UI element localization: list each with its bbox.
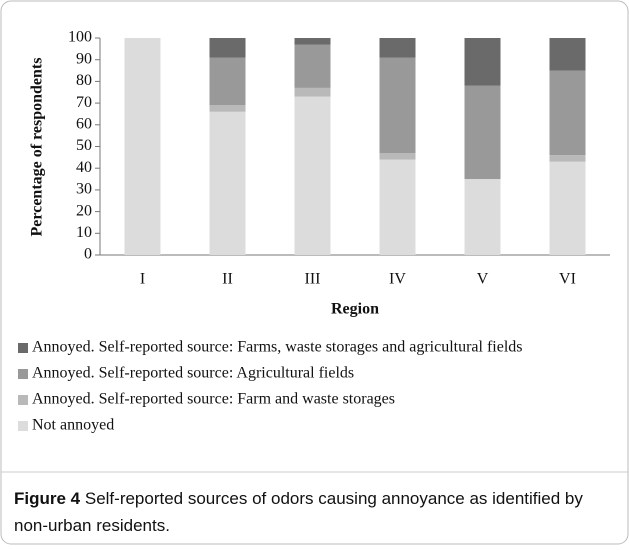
bar-segment	[294, 44, 331, 88]
y-tick-label: 80	[76, 72, 92, 89]
x-axis-title: Region	[331, 301, 379, 318]
bar-segment	[209, 38, 246, 58]
y-tick-label: 0	[84, 246, 92, 263]
x-tick-label: IV	[389, 271, 406, 288]
bar-segment	[294, 38, 331, 45]
bar-segment	[294, 87, 331, 97]
bar-segment	[464, 38, 501, 86]
caption: Figure 4 Self-reported sources of odors …	[14, 489, 583, 535]
bar-segment	[209, 111, 246, 255]
x-tick-label: I	[140, 271, 145, 288]
bar-segment	[464, 85, 501, 180]
y-tick-label: 70	[76, 94, 92, 111]
bar-segment	[549, 70, 586, 156]
x-tick-label: II	[222, 271, 233, 288]
bar-segment	[379, 57, 416, 154]
legend-swatch	[18, 421, 28, 431]
caption-text: Self-reported sources of odors causing a…	[85, 489, 584, 508]
y-tick-label: 90	[76, 50, 92, 67]
legend-label: Annoyed. Self-reported source: Farm and …	[32, 391, 395, 408]
bar-segment	[379, 38, 416, 58]
x-tick-label: V	[477, 271, 489, 288]
legend-swatch	[18, 395, 28, 405]
legend-label: Annoyed. Self-reported source: Agricultu…	[32, 365, 354, 382]
bar-segment	[549, 161, 586, 255]
bar-segment	[464, 179, 501, 255]
legend-swatch	[18, 343, 28, 353]
y-tick-label: 50	[76, 137, 92, 154]
bar-segment	[294, 96, 331, 255]
bar-segment	[124, 38, 161, 255]
bar-segment	[549, 38, 586, 71]
legend-swatch	[18, 369, 28, 379]
bar-segment	[209, 105, 246, 112]
y-tick-label: 100	[68, 29, 92, 46]
y-tick-label: 40	[76, 159, 92, 176]
legend-label: Annoyed. Self-reported source: Farms, wa…	[32, 339, 523, 356]
y-tick-label: 10	[76, 224, 92, 241]
legend-label: Not annoyed	[32, 417, 114, 434]
y-axis-title: Percentage of respondents	[29, 58, 46, 237]
x-tick-label: III	[305, 271, 321, 288]
bar-segment	[209, 57, 246, 106]
bar-segment	[549, 155, 586, 162]
bar-segment	[379, 159, 416, 255]
x-tick-label: VI	[559, 271, 576, 288]
y-tick-label: 20	[76, 202, 92, 219]
bar-segment	[379, 153, 416, 160]
y-tick-label: 30	[76, 181, 92, 198]
caption-label: Figure 4	[14, 489, 81, 508]
y-tick-label: 60	[76, 115, 92, 132]
